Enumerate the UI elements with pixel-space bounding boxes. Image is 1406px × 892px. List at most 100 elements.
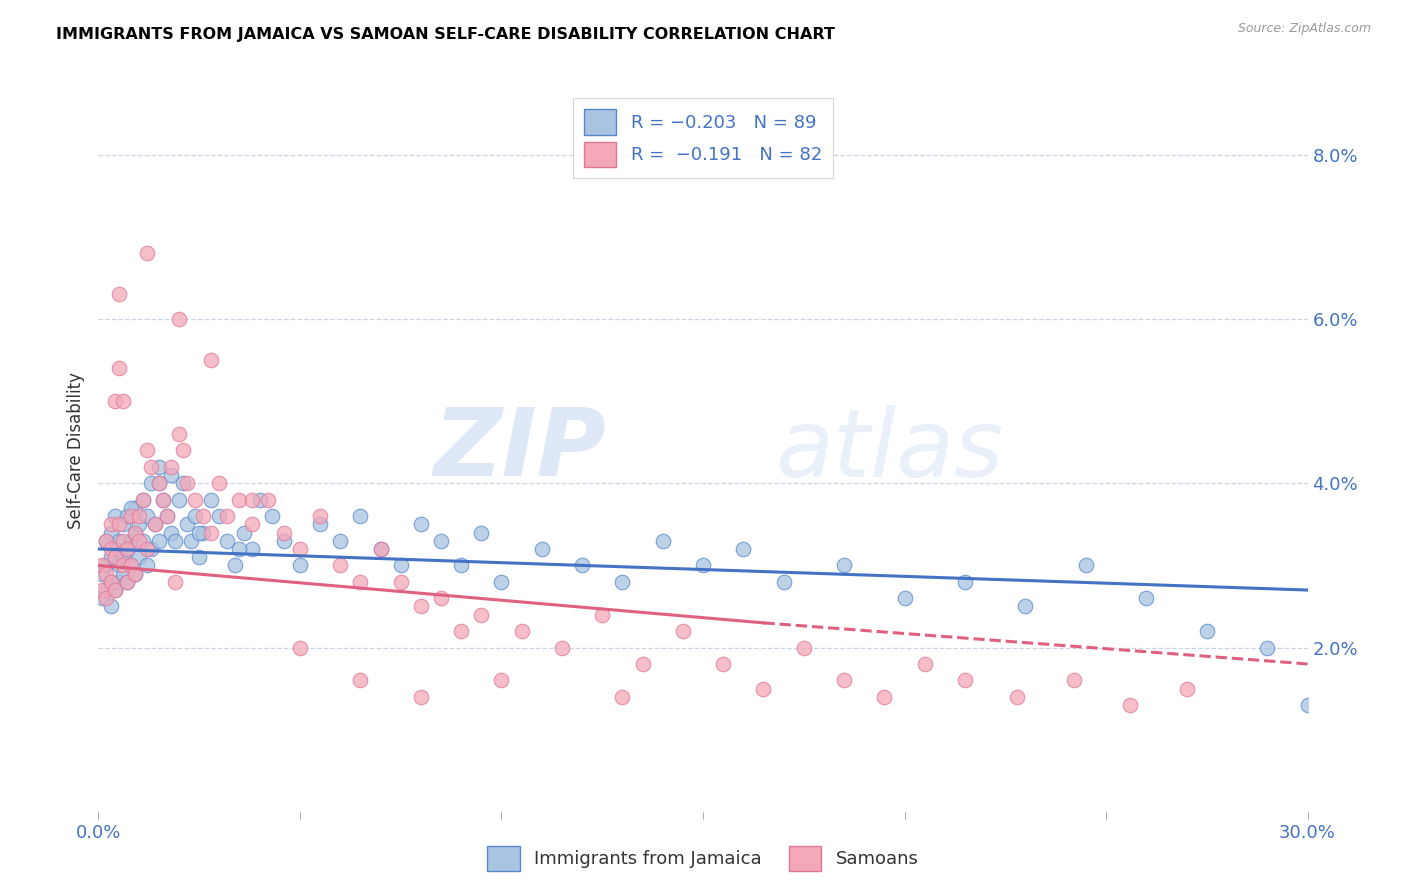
Point: [793, 640, 815, 655]
Point: [953, 673, 976, 688]
Point: [309, 509, 332, 524]
Point: [124, 525, 146, 540]
Point: [148, 476, 170, 491]
Point: [430, 591, 453, 606]
Point: [176, 476, 198, 491]
Point: [273, 525, 295, 540]
Point: [167, 427, 190, 442]
Point: [510, 624, 533, 639]
Point: [914, 657, 936, 671]
Point: [91, 582, 114, 597]
Point: [139, 476, 162, 491]
Point: [163, 533, 186, 548]
Point: [612, 574, 634, 589]
Point: [228, 541, 250, 556]
Point: [148, 459, 170, 474]
Point: [409, 690, 432, 704]
Point: [200, 525, 222, 540]
Point: [96, 566, 118, 581]
Point: [135, 558, 157, 573]
Point: [91, 591, 114, 606]
Point: [591, 607, 613, 622]
Point: [409, 517, 432, 532]
Point: [692, 558, 714, 573]
Legend: Immigrants from Jamaica, Samoans: Immigrants from Jamaica, Samoans: [479, 838, 927, 879]
Point: [132, 533, 155, 548]
Point: [1074, 558, 1097, 573]
Point: [208, 509, 231, 524]
Point: [120, 509, 142, 524]
Point: [288, 541, 311, 556]
Point: [120, 558, 142, 573]
Point: [124, 525, 146, 540]
Text: ZIP: ZIP: [433, 404, 606, 497]
Point: [288, 558, 311, 573]
Point: [772, 574, 794, 589]
Point: [115, 574, 138, 589]
Point: [1175, 681, 1198, 696]
Point: [217, 533, 239, 548]
Point: [752, 681, 775, 696]
Point: [193, 525, 215, 540]
Point: [491, 673, 513, 688]
Text: IMMIGRANTS FROM JAMAICA VS SAMOAN SELF-CARE DISABILITY CORRELATION CHART: IMMIGRANTS FROM JAMAICA VS SAMOAN SELF-C…: [56, 27, 835, 42]
Point: [232, 525, 254, 540]
Point: [120, 533, 142, 548]
Point: [224, 558, 246, 573]
Point: [1195, 624, 1218, 639]
Point: [128, 533, 150, 548]
Point: [551, 640, 574, 655]
Point: [389, 574, 412, 589]
Point: [832, 558, 855, 573]
Point: [111, 550, 134, 565]
Point: [430, 533, 453, 548]
Point: [167, 312, 190, 326]
Point: [409, 599, 432, 614]
Point: [193, 509, 215, 524]
Point: [1296, 698, 1319, 712]
Point: [143, 517, 166, 532]
Point: [139, 459, 162, 474]
Point: [200, 353, 222, 368]
Point: [160, 468, 183, 483]
Point: [103, 541, 125, 556]
Point: [1135, 591, 1157, 606]
Point: [631, 657, 654, 671]
Point: [240, 541, 263, 556]
Point: [167, 492, 190, 507]
Point: [156, 509, 179, 524]
Point: [1256, 640, 1278, 655]
Point: [96, 533, 118, 548]
Point: [148, 476, 170, 491]
Point: [128, 517, 150, 532]
Point: [139, 541, 162, 556]
Point: [1119, 698, 1142, 712]
Point: [450, 624, 472, 639]
Point: [240, 517, 263, 532]
Point: [1007, 690, 1029, 704]
Point: [893, 591, 915, 606]
Point: [491, 574, 513, 589]
Point: [873, 690, 896, 704]
Point: [160, 459, 183, 474]
Point: [135, 541, 157, 556]
Point: [240, 492, 263, 507]
Point: [96, 591, 118, 606]
Point: [120, 558, 142, 573]
Point: [370, 541, 392, 556]
Point: [111, 394, 134, 409]
Point: [711, 657, 734, 671]
Point: [124, 500, 146, 515]
Point: [217, 509, 239, 524]
Point: [100, 574, 122, 589]
Point: [111, 558, 134, 573]
Point: [832, 673, 855, 688]
Point: [115, 541, 138, 556]
Point: [273, 533, 295, 548]
Point: [128, 509, 150, 524]
Point: [188, 525, 211, 540]
Point: [349, 673, 371, 688]
Point: [329, 558, 352, 573]
Point: [96, 558, 118, 573]
Point: [571, 558, 593, 573]
